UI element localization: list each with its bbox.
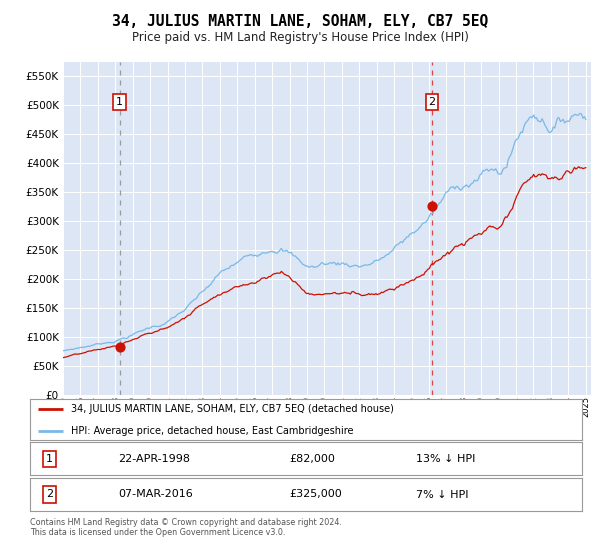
Point: [115, 343, 124, 352]
Text: 13% ↓ HPI: 13% ↓ HPI: [416, 454, 476, 464]
Text: 07-MAR-2016: 07-MAR-2016: [118, 489, 193, 500]
Text: 1: 1: [46, 454, 53, 464]
Text: 34, JULIUS MARTIN LANE, SOHAM, ELY, CB7 5EQ: 34, JULIUS MARTIN LANE, SOHAM, ELY, CB7 …: [112, 14, 488, 29]
Text: 2: 2: [46, 489, 53, 500]
Text: Contains HM Land Registry data © Crown copyright and database right 2024.
This d: Contains HM Land Registry data © Crown c…: [30, 518, 342, 538]
Text: 22-APR-1998: 22-APR-1998: [118, 454, 190, 464]
Point: [427, 202, 437, 211]
Text: 1: 1: [116, 97, 123, 107]
Text: £325,000: £325,000: [289, 489, 342, 500]
Text: 2: 2: [428, 97, 436, 107]
Text: 7% ↓ HPI: 7% ↓ HPI: [416, 489, 469, 500]
Text: £82,000: £82,000: [289, 454, 335, 464]
Text: Price paid vs. HM Land Registry's House Price Index (HPI): Price paid vs. HM Land Registry's House …: [131, 31, 469, 44]
Text: HPI: Average price, detached house, East Cambridgeshire: HPI: Average price, detached house, East…: [71, 426, 354, 436]
Text: 34, JULIUS MARTIN LANE, SOHAM, ELY, CB7 5EQ (detached house): 34, JULIUS MARTIN LANE, SOHAM, ELY, CB7 …: [71, 404, 394, 414]
